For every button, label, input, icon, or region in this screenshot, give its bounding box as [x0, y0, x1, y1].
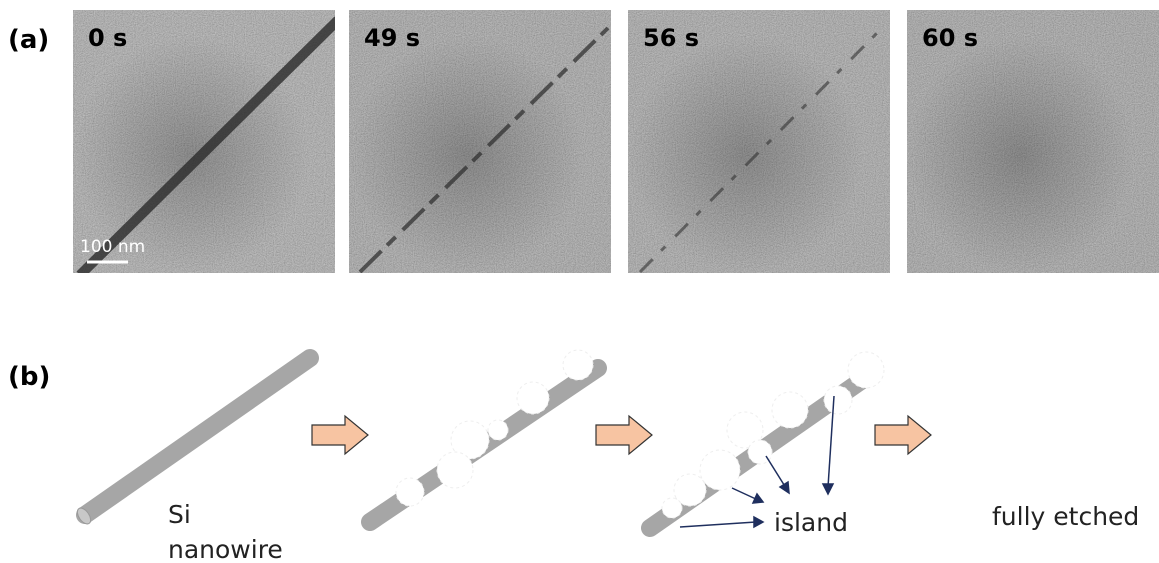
process-arrow	[312, 416, 931, 454]
nanowire-label: Si	[168, 500, 191, 529]
etched-label: fully etched	[992, 502, 1139, 531]
time-label: 49 s	[364, 24, 420, 52]
etching-schematic	[370, 350, 598, 522]
panel-label: (a)	[8, 25, 49, 55]
time-label: 60 s	[922, 24, 978, 52]
time-label: 56 s	[643, 24, 699, 52]
figure: (a) 0 s 100 nm 49 s 56 s 60 s (b) Si nan…	[0, 0, 1159, 563]
panel-label: (b)	[8, 362, 50, 392]
scale-bar-label: 100 nm	[80, 237, 145, 257]
nanowire-schematic	[75, 358, 310, 526]
island-schematic	[650, 352, 884, 528]
time-label: 0 s	[88, 24, 127, 52]
island-label: island	[774, 508, 848, 537]
nanowire-label: nanowire	[168, 535, 283, 563]
